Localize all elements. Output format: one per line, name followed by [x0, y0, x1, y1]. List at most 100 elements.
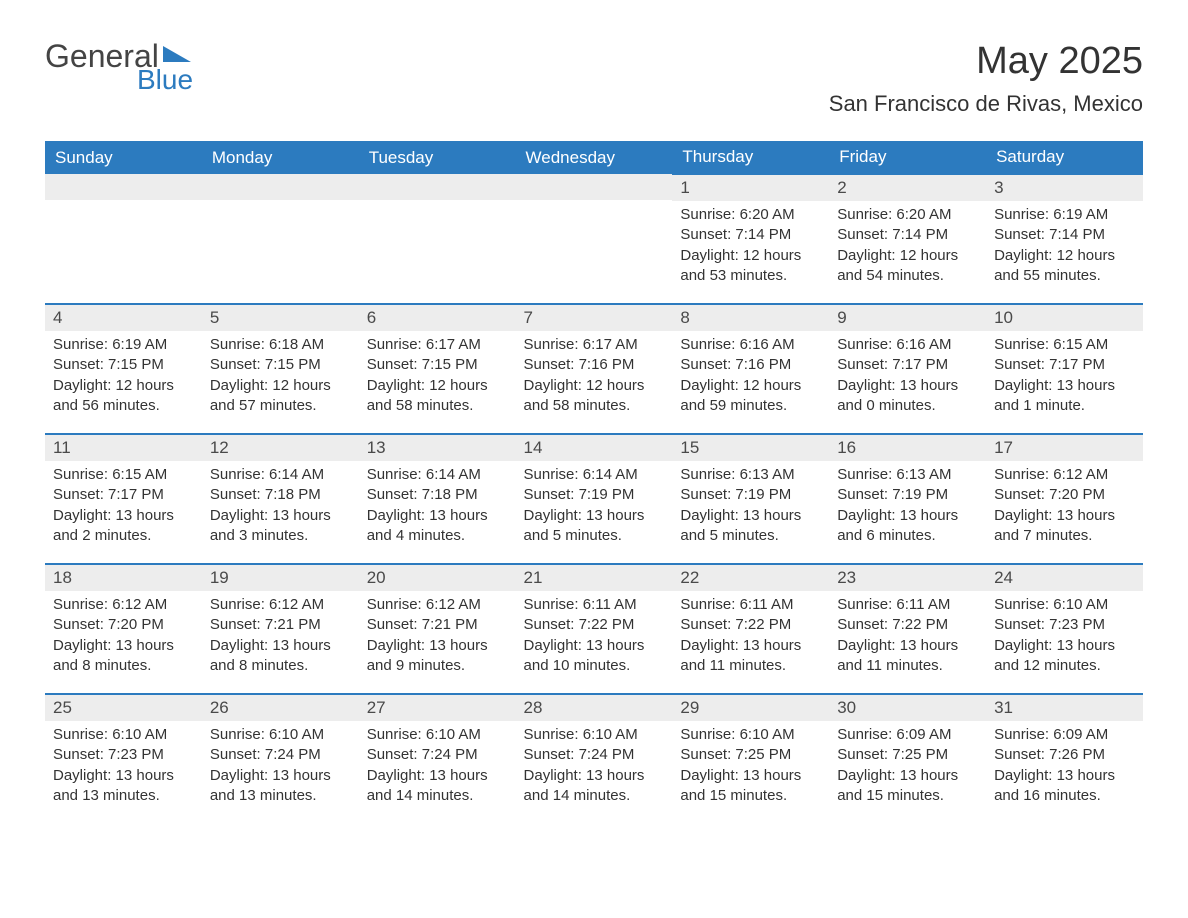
day-number: 2	[829, 175, 986, 201]
weekday-header: Friday	[829, 141, 986, 174]
calendar-day-cell: 26Sunrise: 6:10 AMSunset: 7:24 PMDayligh…	[202, 694, 359, 824]
day-details: Sunrise: 6:15 AMSunset: 7:17 PMDaylight:…	[986, 331, 1143, 426]
calendar-day-cell: 6Sunrise: 6:17 AMSunset: 7:15 PMDaylight…	[359, 304, 516, 434]
page-header: General Blue May 2025 San Francisco de R…	[45, 40, 1143, 131]
day-sunset: Sunset: 7:23 PM	[53, 745, 194, 765]
day-number: 31	[986, 695, 1143, 721]
day-sunset: Sunset: 7:22 PM	[680, 615, 821, 635]
day-sunset: Sunset: 7:22 PM	[837, 615, 978, 635]
day-daylight: Daylight: 13 hours and 4 minutes.	[367, 506, 508, 547]
calendar-empty-cell	[359, 174, 516, 304]
day-number: 27	[359, 695, 516, 721]
day-sunrise: Sunrise: 6:12 AM	[53, 595, 194, 615]
day-sunset: Sunset: 7:15 PM	[367, 355, 508, 375]
calendar-day-cell: 12Sunrise: 6:14 AMSunset: 7:18 PMDayligh…	[202, 434, 359, 564]
day-sunrise: Sunrise: 6:10 AM	[210, 725, 351, 745]
calendar-day-cell: 19Sunrise: 6:12 AMSunset: 7:21 PMDayligh…	[202, 564, 359, 694]
day-details: Sunrise: 6:10 AMSunset: 7:24 PMDaylight:…	[516, 721, 673, 816]
day-sunrise: Sunrise: 6:10 AM	[680, 725, 821, 745]
calendar-day-cell: 20Sunrise: 6:12 AMSunset: 7:21 PMDayligh…	[359, 564, 516, 694]
calendar-day-cell: 30Sunrise: 6:09 AMSunset: 7:25 PMDayligh…	[829, 694, 986, 824]
day-sunset: Sunset: 7:22 PM	[524, 615, 665, 635]
title-block: May 2025 San Francisco de Rivas, Mexico	[829, 40, 1143, 131]
calendar-day-cell: 3Sunrise: 6:19 AMSunset: 7:14 PMDaylight…	[986, 174, 1143, 304]
day-details: Sunrise: 6:12 AMSunset: 7:21 PMDaylight:…	[359, 591, 516, 686]
calendar-day-cell: 5Sunrise: 6:18 AMSunset: 7:15 PMDaylight…	[202, 304, 359, 434]
day-number: 7	[516, 305, 673, 331]
day-sunrise: Sunrise: 6:15 AM	[994, 335, 1135, 355]
logo-text-blue: Blue	[137, 66, 197, 94]
day-number: 4	[45, 305, 202, 331]
weekday-header: Thursday	[672, 141, 829, 174]
day-sunrise: Sunrise: 6:20 AM	[680, 205, 821, 225]
day-details: Sunrise: 6:17 AMSunset: 7:15 PMDaylight:…	[359, 331, 516, 426]
calendar-empty-cell	[45, 174, 202, 304]
month-title: May 2025	[829, 40, 1143, 83]
day-daylight: Daylight: 13 hours and 5 minutes.	[524, 506, 665, 547]
day-sunrise: Sunrise: 6:14 AM	[524, 465, 665, 485]
calendar-day-cell: 21Sunrise: 6:11 AMSunset: 7:22 PMDayligh…	[516, 564, 673, 694]
day-details: Sunrise: 6:09 AMSunset: 7:25 PMDaylight:…	[829, 721, 986, 816]
day-details: Sunrise: 6:10 AMSunset: 7:23 PMDaylight:…	[986, 591, 1143, 686]
calendar-day-cell: 13Sunrise: 6:14 AMSunset: 7:18 PMDayligh…	[359, 434, 516, 564]
day-sunrise: Sunrise: 6:10 AM	[53, 725, 194, 745]
day-sunset: Sunset: 7:19 PM	[837, 485, 978, 505]
day-sunrise: Sunrise: 6:18 AM	[210, 335, 351, 355]
day-daylight: Daylight: 13 hours and 14 minutes.	[524, 766, 665, 807]
day-sunrise: Sunrise: 6:13 AM	[837, 465, 978, 485]
day-details: Sunrise: 6:17 AMSunset: 7:16 PMDaylight:…	[516, 331, 673, 426]
day-details: Sunrise: 6:18 AMSunset: 7:15 PMDaylight:…	[202, 331, 359, 426]
day-number: 20	[359, 565, 516, 591]
calendar-day-cell: 22Sunrise: 6:11 AMSunset: 7:22 PMDayligh…	[672, 564, 829, 694]
day-number: 17	[986, 435, 1143, 461]
calendar-week-row: 11Sunrise: 6:15 AMSunset: 7:17 PMDayligh…	[45, 434, 1143, 564]
day-sunset: Sunset: 7:19 PM	[524, 485, 665, 505]
day-number: 21	[516, 565, 673, 591]
day-details: Sunrise: 6:10 AMSunset: 7:23 PMDaylight:…	[45, 721, 202, 816]
day-daylight: Daylight: 12 hours and 58 minutes.	[367, 376, 508, 417]
day-daylight: Daylight: 13 hours and 1 minute.	[994, 376, 1135, 417]
day-sunrise: Sunrise: 6:16 AM	[837, 335, 978, 355]
day-sunset: Sunset: 7:15 PM	[53, 355, 194, 375]
day-sunset: Sunset: 7:17 PM	[53, 485, 194, 505]
calendar-day-cell: 11Sunrise: 6:15 AMSunset: 7:17 PMDayligh…	[45, 434, 202, 564]
day-details: Sunrise: 6:12 AMSunset: 7:20 PMDaylight:…	[45, 591, 202, 686]
day-sunset: Sunset: 7:17 PM	[837, 355, 978, 375]
day-daylight: Daylight: 12 hours and 56 minutes.	[53, 376, 194, 417]
day-details: Sunrise: 6:13 AMSunset: 7:19 PMDaylight:…	[829, 461, 986, 556]
day-daylight: Daylight: 12 hours and 58 minutes.	[524, 376, 665, 417]
day-sunset: Sunset: 7:21 PM	[367, 615, 508, 635]
day-details: Sunrise: 6:11 AMSunset: 7:22 PMDaylight:…	[829, 591, 986, 686]
day-daylight: Daylight: 13 hours and 7 minutes.	[994, 506, 1135, 547]
day-daylight: Daylight: 13 hours and 2 minutes.	[53, 506, 194, 547]
day-number: 11	[45, 435, 202, 461]
calendar-week-row: 18Sunrise: 6:12 AMSunset: 7:20 PMDayligh…	[45, 564, 1143, 694]
day-sunrise: Sunrise: 6:16 AM	[680, 335, 821, 355]
calendar-day-cell: 29Sunrise: 6:10 AMSunset: 7:25 PMDayligh…	[672, 694, 829, 824]
day-sunrise: Sunrise: 6:11 AM	[524, 595, 665, 615]
calendar-day-cell: 31Sunrise: 6:09 AMSunset: 7:26 PMDayligh…	[986, 694, 1143, 824]
day-sunrise: Sunrise: 6:12 AM	[210, 595, 351, 615]
day-sunset: Sunset: 7:14 PM	[837, 225, 978, 245]
day-details: Sunrise: 6:12 AMSunset: 7:20 PMDaylight:…	[986, 461, 1143, 556]
day-sunrise: Sunrise: 6:09 AM	[837, 725, 978, 745]
day-sunrise: Sunrise: 6:14 AM	[210, 465, 351, 485]
day-number: 1	[672, 175, 829, 201]
day-sunset: Sunset: 7:14 PM	[994, 225, 1135, 245]
calendar-empty-cell	[516, 174, 673, 304]
day-daylight: Daylight: 12 hours and 53 minutes.	[680, 246, 821, 287]
day-details: Sunrise: 6:10 AMSunset: 7:24 PMDaylight:…	[202, 721, 359, 816]
day-details: Sunrise: 6:16 AMSunset: 7:16 PMDaylight:…	[672, 331, 829, 426]
weekday-header: Tuesday	[359, 141, 516, 174]
day-daylight: Daylight: 13 hours and 11 minutes.	[837, 636, 978, 677]
day-sunrise: Sunrise: 6:12 AM	[994, 465, 1135, 485]
calendar-day-cell: 28Sunrise: 6:10 AMSunset: 7:24 PMDayligh…	[516, 694, 673, 824]
day-details: Sunrise: 6:09 AMSunset: 7:26 PMDaylight:…	[986, 721, 1143, 816]
day-sunrise: Sunrise: 6:11 AM	[837, 595, 978, 615]
day-details: Sunrise: 6:11 AMSunset: 7:22 PMDaylight:…	[516, 591, 673, 686]
day-sunset: Sunset: 7:16 PM	[680, 355, 821, 375]
empty-day-header	[516, 174, 673, 200]
day-daylight: Daylight: 13 hours and 9 minutes.	[367, 636, 508, 677]
day-sunrise: Sunrise: 6:12 AM	[367, 595, 508, 615]
calendar-week-row: 1 Sunrise: 6:20 AM Sunset: 7:14 PM Daylight…	[45, 174, 1143, 304]
